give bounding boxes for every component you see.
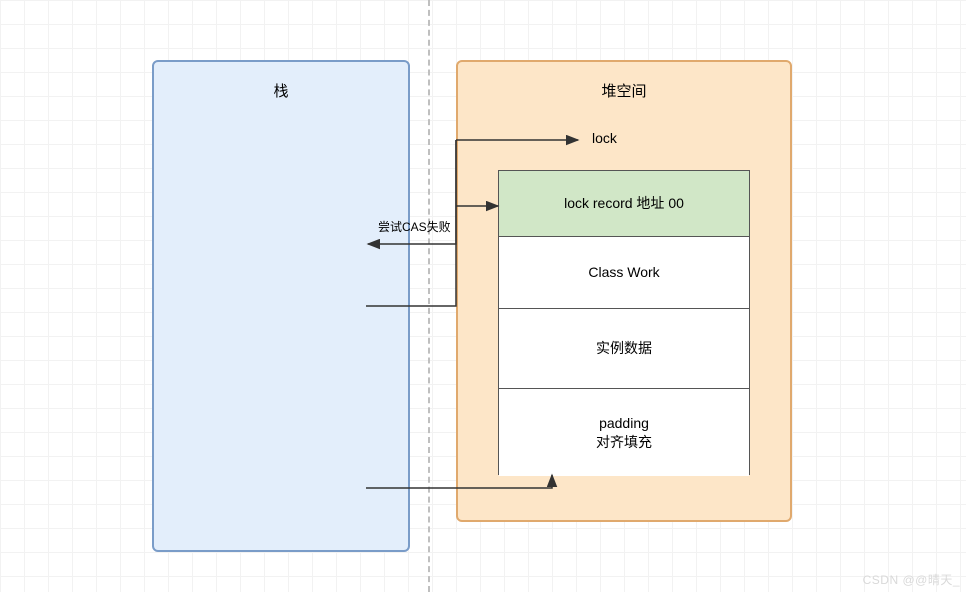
vertical-divider [428,0,430,592]
heap-object: lock record 地址 00 Class Work 实例数据 paddin… [498,170,750,475]
cas-fail-label: 尝试CAS失败 [378,218,451,235]
obj-instance: 实例数据 [499,309,749,389]
obj-padding: padding对齐填充 [499,389,749,476]
lock-label: lock [592,130,617,146]
heap-title: 堆空间 [458,80,790,101]
stack-title: 栈 [154,80,408,101]
stack-panel: 栈 [152,60,410,552]
obj-markword: lock record 地址 00 [499,171,749,237]
obj-klass: Class Work [499,237,749,309]
watermark: CSDN @@晴天_ [863,571,960,588]
